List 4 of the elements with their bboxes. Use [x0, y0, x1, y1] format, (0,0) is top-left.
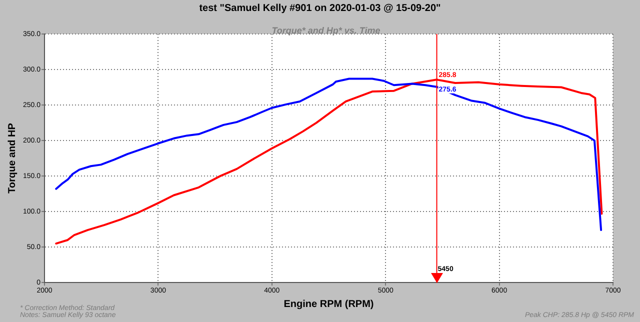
y-axis-title: Torque and HP: [6, 122, 18, 194]
chart-title: test "Samuel Kelly #901 on 2020-01-03 @ 15-09-20": [199, 2, 442, 14]
chart-subtitle: Torque* and Hp* vs. Time: [272, 25, 380, 36]
x-axis-title: Engine RPM (RPM): [284, 298, 374, 310]
